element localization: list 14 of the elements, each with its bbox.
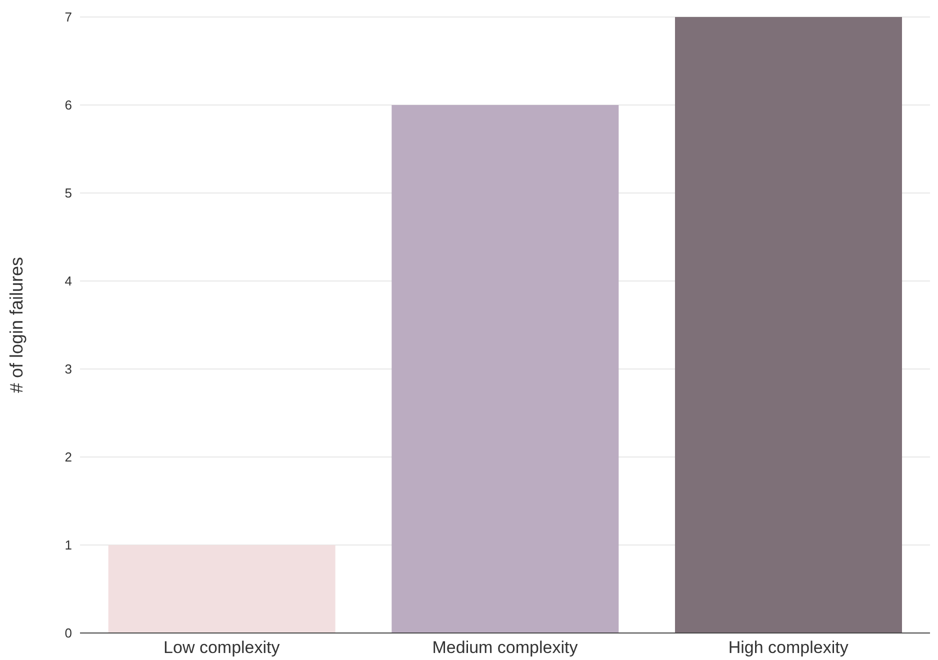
bar	[675, 17, 902, 633]
y-tick-label: 2	[64, 450, 72, 465]
x-tick-label: Medium complexity	[432, 638, 578, 658]
bar	[392, 105, 619, 633]
x-tick-label: Low complexity	[164, 638, 280, 658]
y-axis-title: # of login failures	[6, 256, 26, 394]
y-tick-label: 6	[64, 98, 72, 113]
y-tick-label: 0	[64, 626, 72, 641]
x-tick-label: High complexity	[728, 638, 849, 658]
y-tick-label: 7	[64, 10, 72, 25]
y-tick-label: 5	[64, 186, 72, 201]
y-tick-label: 3	[64, 362, 72, 377]
y-tick-label: 1	[64, 538, 72, 553]
y-tick-label: 4	[64, 274, 72, 289]
